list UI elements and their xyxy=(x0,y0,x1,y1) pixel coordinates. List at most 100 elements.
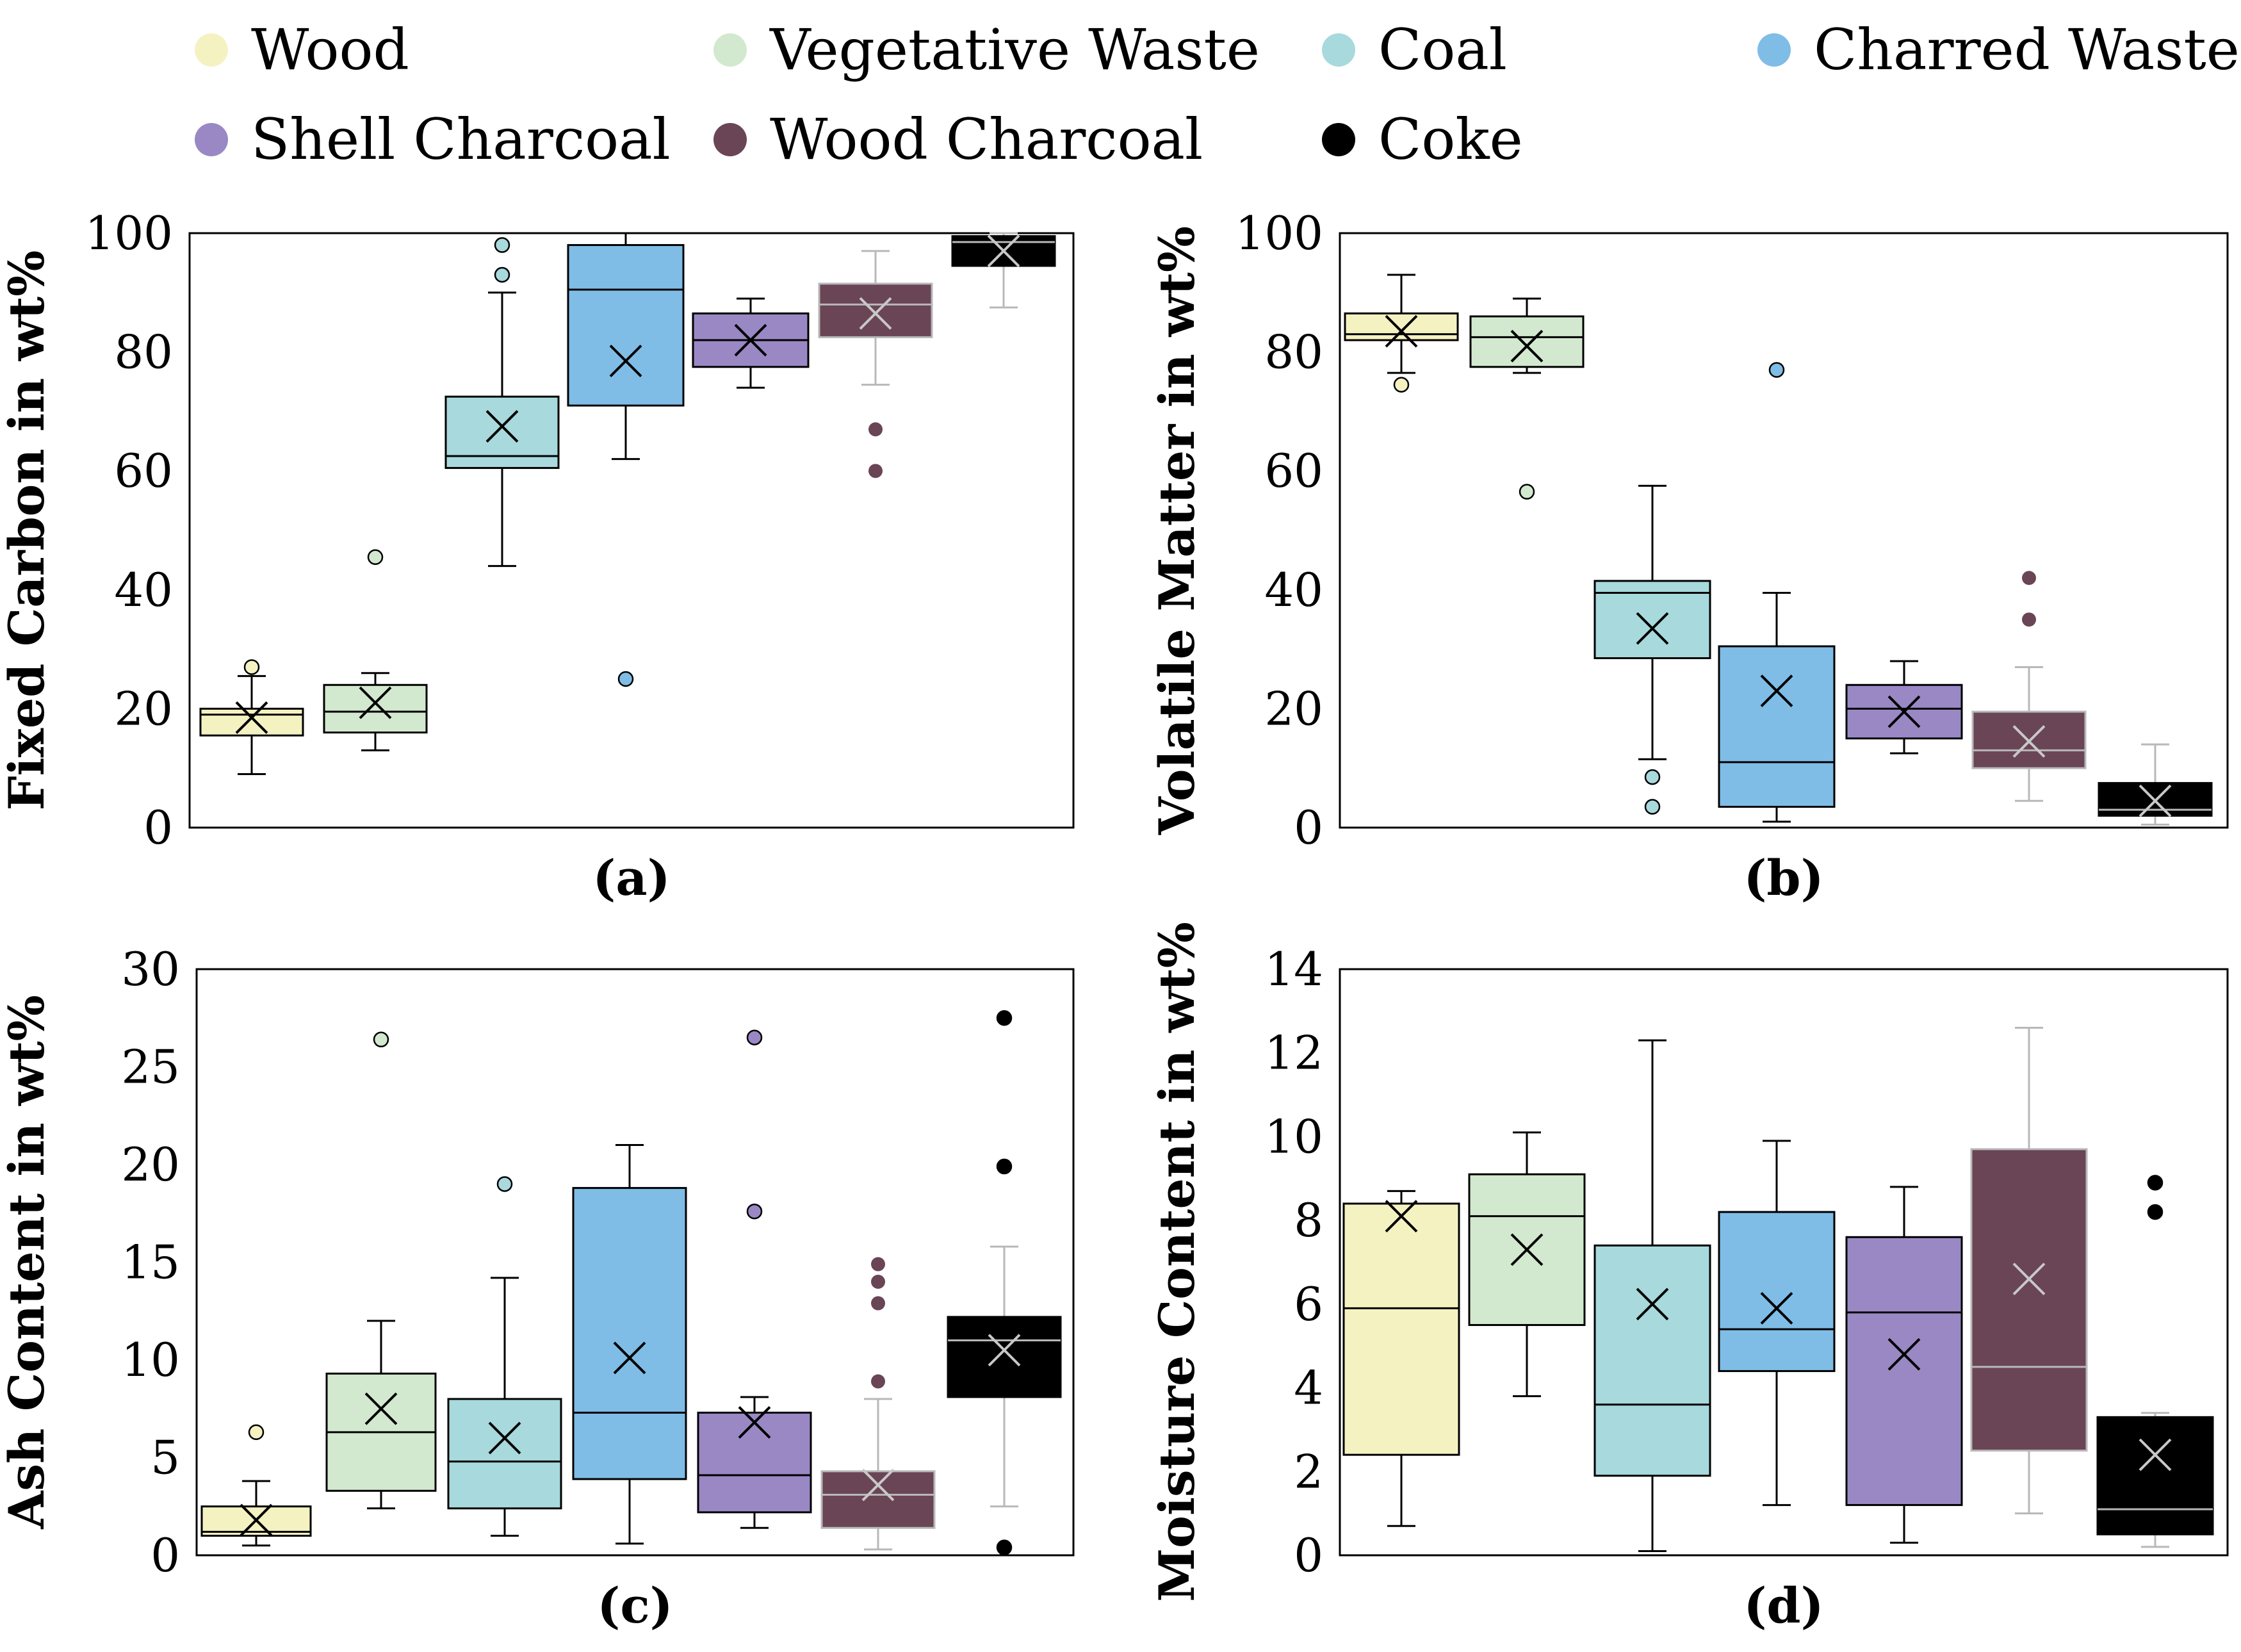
y-tick-label: 4 xyxy=(1294,1361,1323,1415)
outlier-point xyxy=(746,1203,763,1220)
outlier-point xyxy=(494,266,510,283)
legend-item-coke: Coke xyxy=(1322,106,1523,172)
mean-marker xyxy=(987,234,1020,268)
outlier-point xyxy=(2147,1175,2164,1191)
iqr-box xyxy=(1593,1244,1711,1477)
mean-marker xyxy=(738,1406,771,1439)
box-shell-charcoal xyxy=(1845,1186,1963,1544)
plot-frame xyxy=(195,968,1075,1557)
iqr-box xyxy=(1718,1211,1836,1372)
box-wood xyxy=(199,659,304,775)
outlier-point xyxy=(996,1010,1013,1026)
y-tick-label: 12 xyxy=(1264,1026,1323,1080)
iqr-box xyxy=(818,282,933,338)
mean-marker xyxy=(988,1334,1021,1367)
y-tick-label: 8 xyxy=(1294,1193,1323,1247)
legend-marker-shell-charcoal xyxy=(195,123,228,156)
box-charred-waste xyxy=(1718,362,1836,823)
y-tick-label: 100 xyxy=(85,206,173,260)
y-axis-label: Volatile Matter in wt% xyxy=(1148,226,1205,835)
iqr-box xyxy=(820,1470,936,1529)
panel-caption: (c) xyxy=(597,1577,672,1634)
mean-marker xyxy=(609,345,642,377)
outlier-point xyxy=(367,549,384,566)
legend-item-charred-waste: Charred Waste xyxy=(1757,17,2240,83)
box-coal xyxy=(1593,1039,1711,1552)
outlier-point xyxy=(996,1539,1013,1556)
outlier-point xyxy=(871,1296,885,1311)
panel-caption: (b) xyxy=(1743,849,1823,906)
legend-item-wood-charcoal: Wood Charcoal xyxy=(713,106,1203,172)
mean-marker xyxy=(1385,1200,1418,1233)
mean-marker xyxy=(1385,315,1418,348)
iqr-box xyxy=(572,1187,687,1480)
y-tick-label: 80 xyxy=(1264,325,1323,379)
legend-item-coal: Coal xyxy=(1322,17,1507,83)
outlier-point xyxy=(1519,484,1535,500)
mean-marker xyxy=(1760,1291,1793,1325)
y-tick-label: 20 xyxy=(1264,682,1323,735)
mean-marker xyxy=(1636,1288,1669,1321)
box-vegetative-waste xyxy=(1468,1131,1586,1398)
mean-marker xyxy=(2012,1263,2046,1296)
legend-marker-wood-charcoal xyxy=(713,123,747,156)
box-shell-charcoal xyxy=(1845,660,1963,755)
outlier-point xyxy=(496,1176,513,1192)
box-coke xyxy=(951,232,1056,309)
legend-label-wood: Wood xyxy=(251,17,409,83)
outlier-point xyxy=(1644,769,1661,785)
mean-marker xyxy=(364,1392,398,1425)
mean-marker xyxy=(485,410,519,443)
iqr-box xyxy=(951,235,1056,267)
outlier-point xyxy=(617,671,634,687)
outlier-point xyxy=(1393,377,1410,393)
outlier-point xyxy=(494,237,510,253)
legend-marker-coke xyxy=(1322,123,1355,156)
box-vegetative-waste xyxy=(323,549,428,751)
box-wood-charcoal xyxy=(818,250,933,478)
y-axis-label: Fixed Carbon in wt% xyxy=(0,250,55,811)
legend: Wood Vegetative Waste Coal Charred Waste She… xyxy=(195,17,2240,172)
box-vegetative-waste xyxy=(1469,297,1585,500)
mean-marker xyxy=(1887,695,1921,728)
outlier-point xyxy=(373,1031,389,1048)
mean-marker xyxy=(2139,1438,2172,1471)
legend-label-wood-charcoal: Wood Charcoal xyxy=(770,106,1203,172)
y-tick-label: 80 xyxy=(114,325,173,379)
y-tick-label: 60 xyxy=(1264,444,1323,498)
y-tick-label: 0 xyxy=(151,1528,180,1582)
plot-frame xyxy=(1339,232,2229,829)
panel-c: 0 5 10 15 20 25 30 Ash Content in wt% (c) xyxy=(0,942,1075,1634)
iqr-box xyxy=(1344,312,1459,341)
outlier-point xyxy=(868,464,883,478)
outlier-point xyxy=(2022,612,2036,627)
outlier-point xyxy=(1644,799,1661,815)
mean-marker xyxy=(613,1341,646,1375)
outlier-point xyxy=(2022,571,2036,585)
y-tick-label: 2 xyxy=(1294,1444,1323,1498)
box-coke xyxy=(947,1010,1062,1556)
box-wood xyxy=(1344,274,1459,393)
outlier-point xyxy=(996,1158,1013,1175)
box-vegetative-waste xyxy=(325,1031,437,1510)
iqr-box xyxy=(323,683,428,734)
iqr-box xyxy=(199,707,304,737)
outlier-point xyxy=(2147,1204,2164,1220)
iqr-box xyxy=(2096,1416,2214,1535)
iqr-box xyxy=(447,1398,562,1510)
box-shell-charcoal xyxy=(692,297,810,389)
panel-b: 0 20 40 60 80 100 Volatile Matter in wt% (b) xyxy=(1148,206,2229,906)
mean-marker xyxy=(359,686,392,719)
box-charred-waste xyxy=(567,232,685,687)
legend-item-wood: Wood xyxy=(195,17,409,83)
iqr-box xyxy=(1970,1148,2088,1452)
y-tick-label: 10 xyxy=(1264,1109,1323,1163)
y-tick-label: 0 xyxy=(1294,1528,1323,1582)
iqr-box xyxy=(1718,645,1836,808)
legend-marker-wood xyxy=(195,33,228,67)
iqr-box xyxy=(444,395,560,470)
y-tick-label: 14 xyxy=(1264,942,1323,996)
legend-item-shell-charcoal: Shell Charcoal xyxy=(195,106,671,172)
mean-marker xyxy=(1636,612,1669,645)
